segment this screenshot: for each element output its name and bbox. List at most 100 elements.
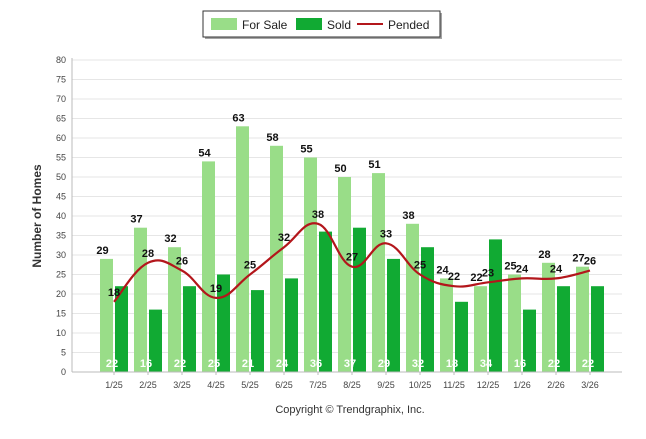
label-pended: 28 (142, 248, 154, 260)
label-sold: 25 (208, 358, 220, 370)
x-tick-label: 1/25 (105, 380, 123, 390)
x-axis: 1/25 2/25 3/25 4/25 5/25 6/25 7/25 8/25 9/25 10/2… (72, 371, 622, 390)
label-for-sale: 37 (130, 214, 142, 226)
bar-sold (455, 301, 468, 372)
y-tick-label: 65 (56, 114, 66, 124)
label-for-sale: 27 (572, 253, 584, 265)
label-pended: 24 (550, 263, 563, 275)
x-tick-label: 3/26 (581, 380, 599, 390)
label-pended: 38 (312, 209, 324, 221)
legend: For Sale Sold Pended (202, 10, 442, 39)
label-for-sale: 58 (266, 132, 278, 144)
pended-series-line (113, 222, 591, 303)
label-sold: 16 (140, 358, 152, 370)
pended-line (113, 222, 591, 303)
label-for-sale: 24 (436, 264, 449, 276)
y-tick-label: 5 (61, 348, 66, 358)
label-sold: 36 (310, 358, 322, 370)
y-tick-label: 55 (56, 153, 66, 163)
x-tick-label: 6/25 (275, 380, 293, 390)
y-tick-label: 70 (56, 94, 66, 104)
data-labels: 29 22 37 16 32 22 54 25 63 21 58 24 55 36 50 37 51 29 38 32… (96, 112, 596, 370)
label-pended: 23 (482, 267, 494, 279)
legend-swatch (296, 18, 322, 30)
label-for-sale: 25 (504, 261, 516, 273)
label-for-sale: 32 (164, 233, 176, 245)
bar-sold (523, 309, 536, 372)
y-tick-label: 75 (56, 75, 66, 85)
y-tick-label: 80 (56, 55, 66, 65)
bar-for-sale (440, 278, 453, 372)
bar-for-sale (508, 274, 521, 372)
x-tick-label: 3/25 (173, 380, 191, 390)
label-pended: 25 (244, 260, 256, 272)
bar-for-sale (576, 266, 589, 372)
bar-sold (251, 290, 264, 372)
label-for-sale: 54 (198, 147, 211, 159)
label-sold: 29 (378, 358, 390, 370)
label-sold: 37 (344, 358, 356, 370)
label-sold: 24 (276, 358, 289, 370)
label-for-sale: 29 (96, 245, 108, 257)
label-pended: 18 (108, 287, 120, 299)
bar-sold (217, 274, 230, 372)
label-for-sale: 55 (300, 144, 312, 156)
label-for-sale: 63 (232, 112, 244, 124)
x-tick-label: 12/25 (477, 380, 500, 390)
bar-for-sale (270, 145, 283, 372)
y-tick-label: 30 (56, 250, 66, 260)
label-pended: 27 (346, 252, 358, 264)
label-sold: 21 (242, 358, 254, 370)
x-tick-label: 2/25 (139, 380, 157, 390)
bar-for-sale (542, 262, 555, 372)
label-sold: 34 (480, 358, 493, 370)
bar-sold (489, 239, 502, 372)
y-axis-title: Number of Homes (30, 164, 44, 268)
label-sold: 18 (446, 358, 458, 370)
y-tick-label: 60 (56, 133, 66, 143)
label-pended: 26 (176, 256, 188, 268)
x-tick-label: 1/26 (513, 380, 531, 390)
label-sold: 22 (174, 358, 186, 370)
x-tick-label: 2/26 (547, 380, 565, 390)
bar-for-sale (474, 286, 487, 372)
bar-sold (285, 278, 298, 372)
bar-sold (183, 286, 196, 372)
bar-sold (387, 258, 400, 372)
label-for-sale: 50 (334, 163, 346, 175)
y-tick-label: 25 (56, 270, 66, 280)
bar-for-sale (338, 177, 351, 372)
y-tick-label: 10 (56, 328, 66, 338)
bar-sold (149, 309, 162, 372)
label-pended: 22 (448, 271, 460, 283)
legend-label: Pended (388, 18, 429, 32)
x-tick-label: 10/25 (409, 380, 432, 390)
label-pended: 26 (584, 256, 596, 268)
bar-sold (421, 247, 434, 372)
y-tick-label: 40 (56, 211, 66, 221)
x-tick-label: 5/25 (241, 380, 259, 390)
legend-swatch (211, 18, 237, 30)
label-sold: 32 (412, 358, 424, 370)
bars (100, 126, 604, 372)
y-tick-label: 50 (56, 172, 66, 182)
x-tick-label: 4/25 (207, 380, 225, 390)
bar-for-sale (100, 258, 113, 372)
label-for-sale: 38 (402, 210, 414, 222)
bar-for-sale (134, 227, 147, 372)
y-tick-label: 0 (61, 367, 66, 377)
y-tick-label: 20 (56, 289, 66, 299)
label-for-sale: 51 (368, 159, 380, 171)
label-pended: 32 (278, 232, 290, 244)
label-sold: 16 (514, 358, 526, 370)
bar-sold (353, 227, 366, 372)
bar-sold (591, 286, 604, 372)
label-for-sale: 28 (538, 249, 550, 261)
copyright-footer: Copyright © Trendgraphix, Inc. (275, 404, 424, 416)
bar-for-sale (236, 126, 249, 372)
bar-for-sale (168, 247, 181, 372)
x-tick-label: 7/25 (309, 380, 327, 390)
bar-for-sale (372, 173, 385, 372)
